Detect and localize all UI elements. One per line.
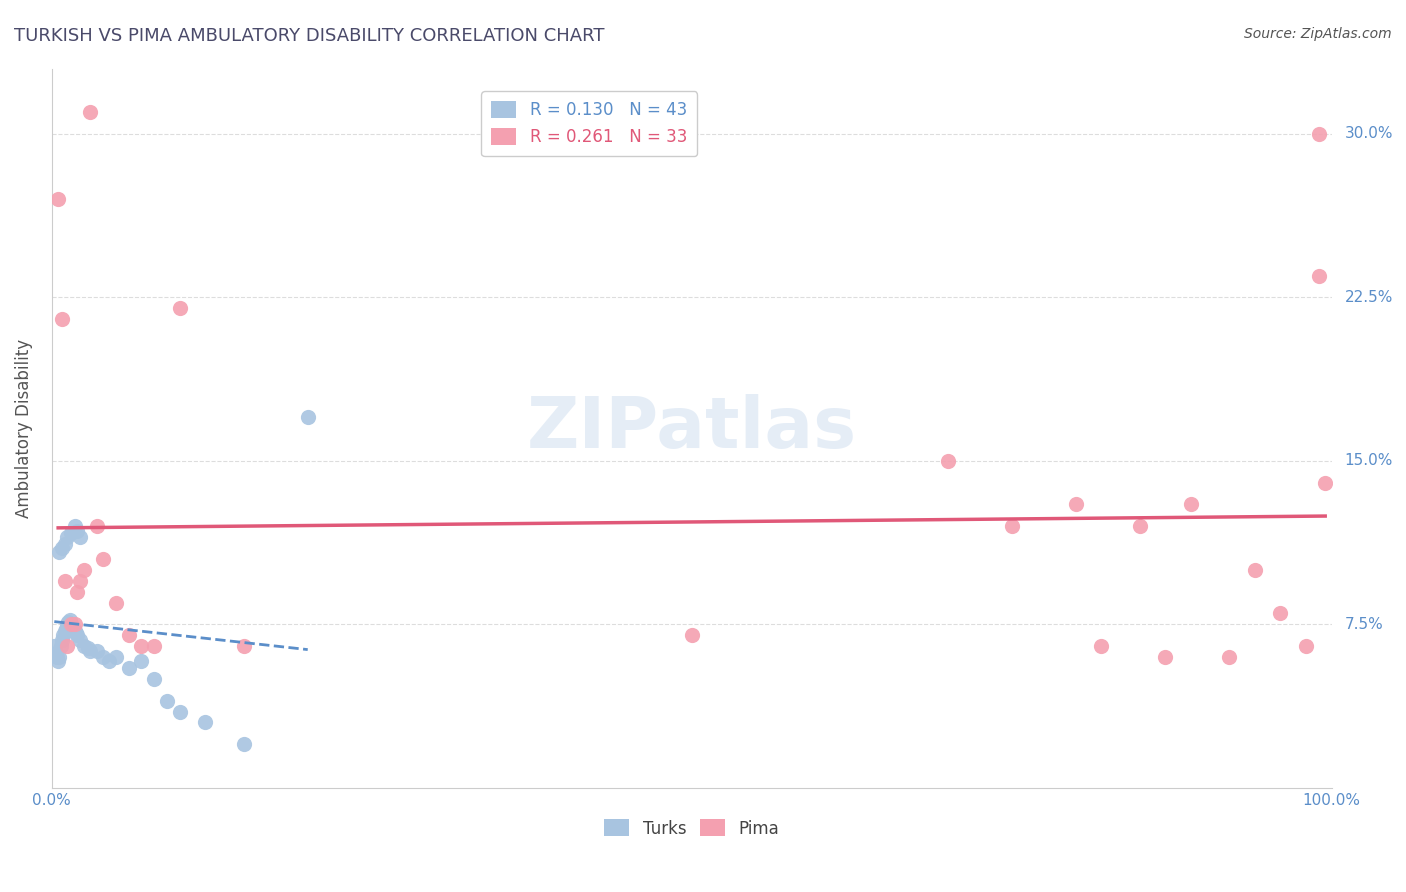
Point xyxy=(91,650,114,665)
Point xyxy=(194,715,217,730)
Point xyxy=(91,552,114,566)
Point xyxy=(49,639,72,653)
Point xyxy=(131,639,153,653)
Y-axis label: Ambulatory Disability: Ambulatory Disability xyxy=(15,339,32,517)
Point xyxy=(53,537,76,551)
Point xyxy=(1295,639,1317,653)
Text: 22.5%: 22.5% xyxy=(1344,290,1393,305)
Point xyxy=(1180,498,1202,512)
Point xyxy=(1270,607,1292,621)
Point xyxy=(232,737,254,751)
Point xyxy=(69,632,91,647)
Point xyxy=(169,705,191,719)
Point xyxy=(104,596,127,610)
Point xyxy=(297,410,319,425)
Point xyxy=(117,628,139,642)
Point xyxy=(45,646,67,660)
Point xyxy=(69,530,91,544)
Point xyxy=(62,622,84,636)
Point xyxy=(1090,639,1112,653)
Point xyxy=(56,617,79,632)
Point xyxy=(1064,498,1087,512)
Text: 15.0%: 15.0% xyxy=(1344,453,1393,468)
Point xyxy=(143,639,166,653)
Point xyxy=(131,654,153,668)
Point xyxy=(59,617,82,632)
Point xyxy=(51,632,73,647)
Text: 7.5%: 7.5% xyxy=(1344,617,1384,632)
Point xyxy=(51,541,73,555)
Point xyxy=(1315,475,1337,490)
Point xyxy=(69,574,91,588)
Point xyxy=(45,650,67,665)
Point xyxy=(79,105,101,120)
Point xyxy=(143,672,166,686)
Point xyxy=(936,454,959,468)
Text: ZIPatlas: ZIPatlas xyxy=(527,393,856,463)
Point xyxy=(48,545,70,559)
Text: Source: ZipAtlas.com: Source: ZipAtlas.com xyxy=(1244,27,1392,41)
Point xyxy=(98,654,121,668)
Point xyxy=(681,628,703,642)
Point xyxy=(232,639,254,653)
Point xyxy=(1243,563,1265,577)
Point xyxy=(53,574,76,588)
Point xyxy=(63,624,86,638)
Point xyxy=(73,639,96,653)
Point xyxy=(86,519,108,533)
Point xyxy=(1154,650,1177,665)
Point xyxy=(1001,519,1024,533)
Point xyxy=(66,524,89,538)
Point xyxy=(52,628,75,642)
Point xyxy=(44,639,66,653)
Point xyxy=(76,641,98,656)
Point xyxy=(156,693,179,707)
Point xyxy=(63,617,86,632)
Point xyxy=(59,613,82,627)
Point xyxy=(58,615,80,630)
Point xyxy=(59,525,82,540)
Point xyxy=(1218,650,1240,665)
Point xyxy=(53,624,76,638)
Point xyxy=(56,530,79,544)
Legend: Turks, Pima: Turks, Pima xyxy=(598,813,786,844)
Point xyxy=(104,650,127,665)
Point xyxy=(51,312,73,326)
Point xyxy=(169,301,191,316)
Point xyxy=(117,661,139,675)
Point xyxy=(46,654,69,668)
Point xyxy=(86,643,108,657)
Point xyxy=(63,519,86,533)
Point xyxy=(1129,519,1152,533)
Point xyxy=(55,622,77,636)
Text: TURKISH VS PIMA AMBULATORY DISABILITY CORRELATION CHART: TURKISH VS PIMA AMBULATORY DISABILITY CO… xyxy=(14,27,605,45)
Point xyxy=(79,643,101,657)
Point xyxy=(73,563,96,577)
Point xyxy=(1308,127,1330,141)
Point xyxy=(60,619,83,633)
Point xyxy=(59,617,82,632)
Point xyxy=(66,628,89,642)
Text: 30.0%: 30.0% xyxy=(1344,127,1393,142)
Point xyxy=(1308,268,1330,283)
Point xyxy=(46,192,69,206)
Point xyxy=(48,650,70,665)
Point xyxy=(56,639,79,653)
Point xyxy=(65,626,87,640)
Point xyxy=(66,584,89,599)
